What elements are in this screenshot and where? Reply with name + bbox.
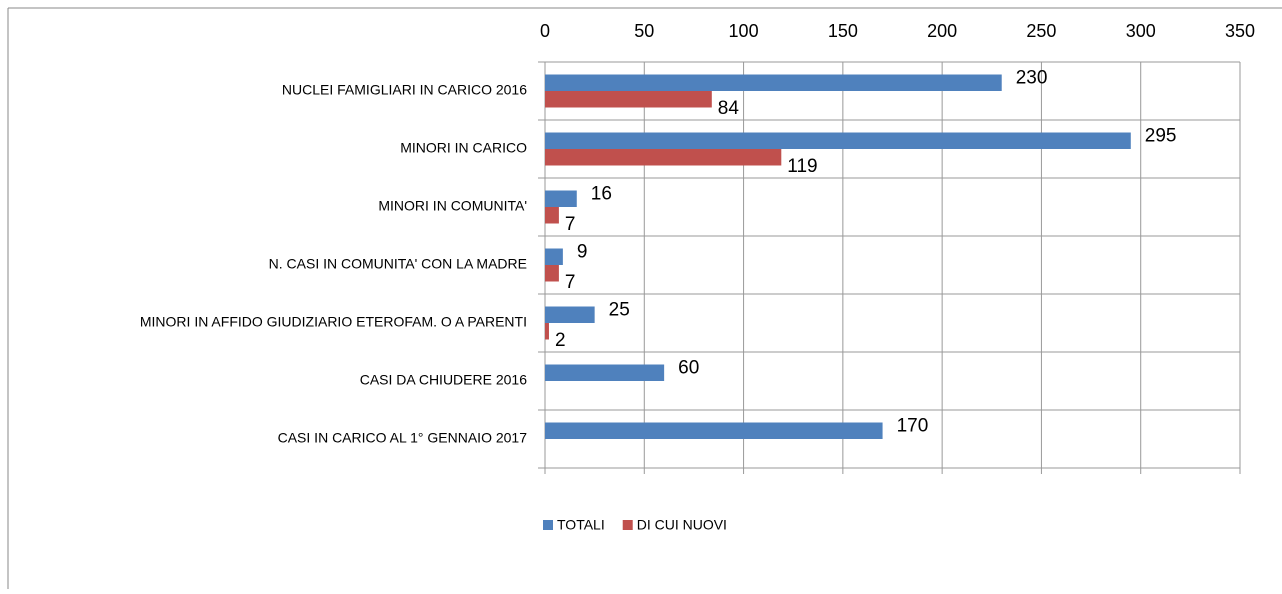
legend-label: DI CUI NUOVI [637,517,727,533]
y-tick-label: CASI IN CARICO AL 1° GENNAIO 2017 [278,430,528,446]
legend-swatch [543,520,553,530]
x-tick-label: 200 [927,21,957,41]
bar [545,265,559,282]
data-label: 7 [565,272,576,293]
data-label: 2 [555,330,566,351]
x-tick-label: 250 [1026,21,1056,41]
x-tick-label: 0 [540,21,550,41]
legend-label: TOTALI [557,517,605,533]
data-label: 9 [577,242,588,263]
bar [545,132,1131,149]
data-label: 16 [591,184,612,205]
y-tick-label: N. CASI IN COMUNITA' CON LA MADRE [269,256,527,272]
y-tick-label: CASI DA CHIUDERE 2016 [360,372,527,388]
bar [545,91,712,108]
data-label: 84 [718,98,740,119]
bar [545,149,782,166]
x-tick-label: 50 [634,21,654,41]
bar [545,207,559,224]
x-tick-label: 300 [1126,21,1156,41]
bar [545,74,1002,91]
data-label: 60 [678,358,699,379]
x-tick-label: 100 [729,21,759,41]
data-label: 230 [1016,68,1048,89]
y-tick-label: MINORI IN AFFIDO GIUDIZIARIO ETEROFAM. O… [140,314,527,330]
bar [545,248,563,265]
y-tick-label: NUCLEI FAMIGLIARI IN CARICO 2016 [282,82,527,98]
bar [545,364,665,381]
data-label: 7 [565,214,576,235]
bar [545,306,595,323]
data-label: 170 [897,416,929,437]
bar [545,190,577,207]
data-label: 295 [1145,126,1177,147]
data-label: 119 [787,156,817,177]
data-label: 25 [609,300,630,321]
y-tick-label: MINORI IN CARICO [400,140,527,156]
x-tick-label: 150 [828,21,858,41]
legend-swatch [622,520,633,530]
bar [545,422,883,439]
x-tick-label: 350 [1225,21,1255,41]
y-tick-label: MINORI IN COMUNITA' [378,198,527,214]
bar [545,323,549,340]
